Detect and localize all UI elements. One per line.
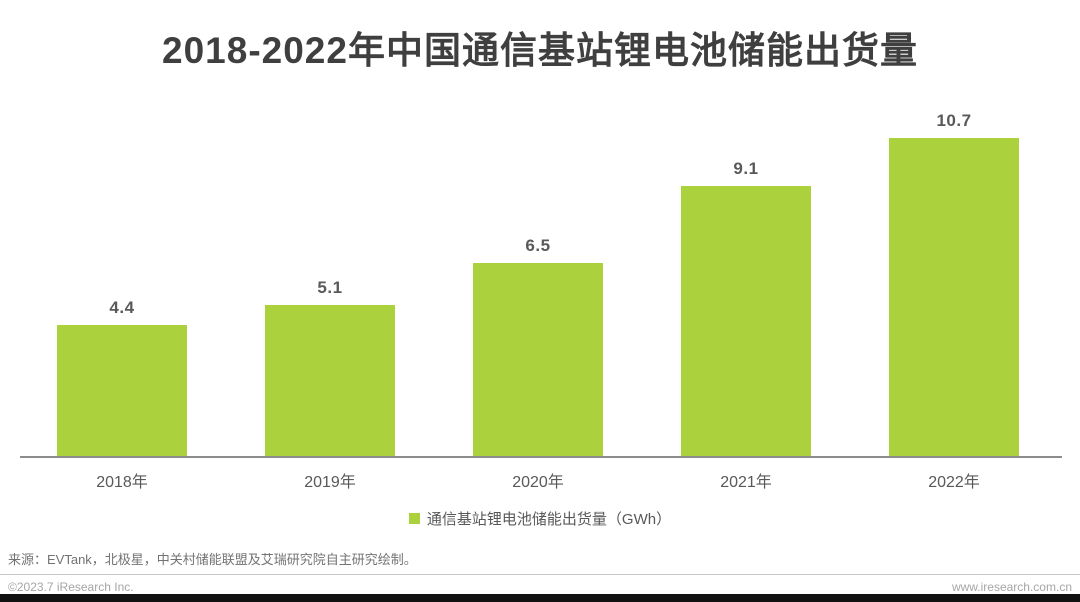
bar-value-label: 6.5: [525, 236, 551, 255]
bar-2022年: [889, 138, 1019, 456]
bar-2018年: [57, 325, 187, 456]
chart-title: 2018-2022年中国通信基站锂电池储能出货量: [162, 30, 918, 71]
bar-value-label: 9.1: [733, 159, 759, 178]
bar-group-2021年: 9.1: [681, 159, 811, 456]
x-axis-label-2019年: 2019年: [304, 474, 356, 491]
bar-value-label: 4.4: [109, 298, 135, 317]
bar-value-label: 10.7: [936, 111, 972, 130]
bar-value-label: 5.1: [317, 278, 343, 297]
legend-label: 通信基站锂电池储能出货量（GWh）: [426, 511, 672, 528]
x-axis-label-2021年: 2021年: [720, 474, 772, 491]
footer-divider: [0, 574, 1080, 575]
footer: ©2023.7 iResearch Inc. www.iresearch.com…: [0, 578, 1080, 594]
bar-group-2022年: 10.7: [889, 111, 1019, 456]
x-axis-label-2020年: 2020年: [512, 474, 564, 491]
x-axis-labels: 2018年 2019年 2020年 2021年 2022年: [20, 468, 1062, 491]
bar-2020年: [473, 263, 603, 456]
x-axis-label-2018年: 2018年: [96, 474, 148, 491]
bar-2019年: [265, 305, 395, 456]
bottom-bar: [0, 594, 1080, 602]
source-note: 来源：EVTank，北极星，中关村储能联盟及艾瑞研究院自主研究绘制。: [8, 552, 417, 567]
bar-group-2020年: 6.5: [473, 236, 603, 456]
copyright-text: ©2023.7 iResearch Inc.: [8, 580, 134, 594]
bar-chart-plot-area: 4.4 5.1 6.5 9.1 10.7: [20, 110, 1062, 458]
bar-group-2018年: 4.4: [57, 298, 187, 456]
x-axis-label-2022年: 2022年: [928, 474, 980, 491]
chart-legend: 通信基站锂电池储能出货量（GWh）: [0, 508, 1080, 529]
bar-2021年: [681, 186, 811, 456]
bar-group-2019年: 5.1: [265, 278, 395, 456]
website-url: www.iresearch.com.cn: [951, 580, 1072, 594]
legend-swatch: [408, 513, 420, 524]
